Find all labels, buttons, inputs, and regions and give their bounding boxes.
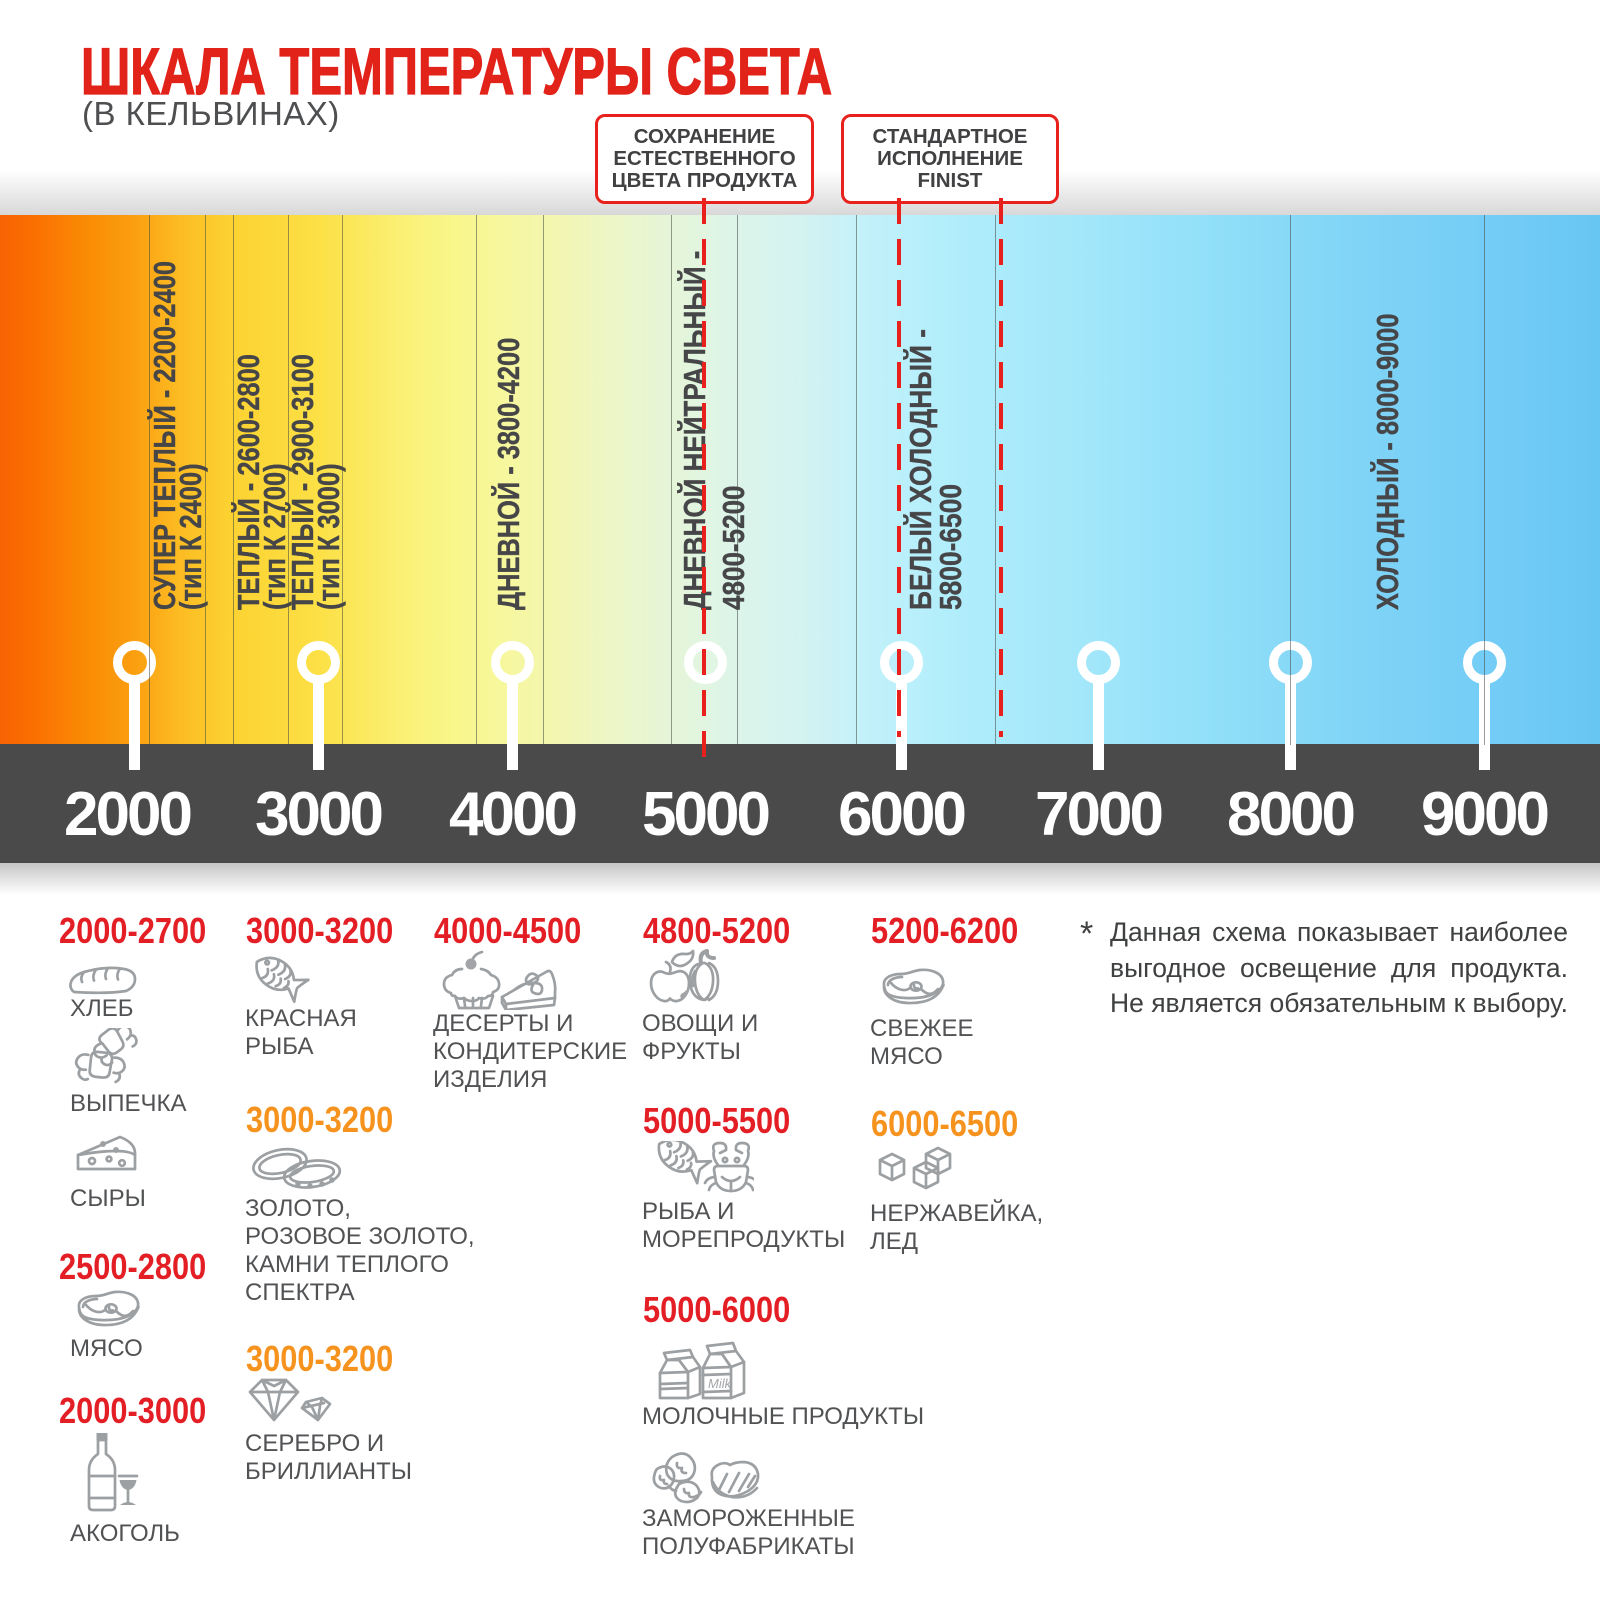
svg-text:Milk: Milk (708, 1376, 733, 1391)
